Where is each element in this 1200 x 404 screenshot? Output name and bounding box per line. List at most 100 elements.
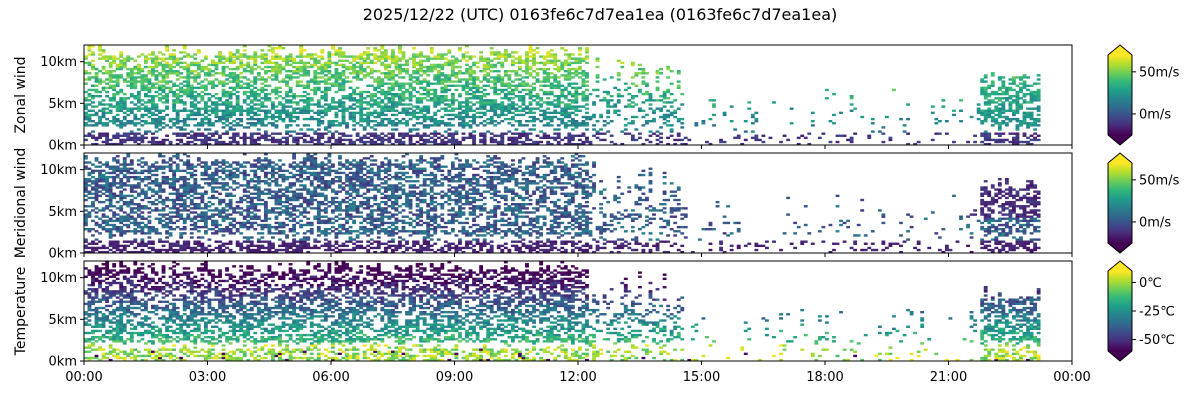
heatmap-cell [84,108,88,110]
heatmap-cell [148,91,152,93]
heatmap-cell [172,188,176,190]
heatmap-cell [585,99,589,101]
heatmap-cell [324,128,328,130]
heatmap-cell [889,137,893,139]
heatmap-cell [733,128,737,130]
heatmap-cell [419,110,423,112]
heatmap-cell [987,116,991,118]
heatmap-cell [1019,78,1023,80]
heatmap-cell [666,116,670,118]
heatmap-cell [994,139,998,141]
heatmap-cell [476,97,480,99]
heatmap-cell [984,74,988,76]
heatmap-cell [278,58,282,60]
heatmap-cell [331,97,335,99]
heatmap-cell [172,58,176,60]
heatmap-cell [123,203,127,205]
heatmap-cell [483,120,487,122]
heatmap-cell [455,85,459,87]
heatmap-cell [179,216,183,218]
heatmap-cell [91,163,95,165]
heatmap-cell [278,70,282,72]
heatmap-cell [109,66,113,68]
heatmap-cell [1026,137,1030,139]
heatmap-cell [130,241,134,243]
heatmap-cell [553,55,557,57]
heatmap-cell [317,128,321,130]
heatmap-cell [260,55,264,57]
heatmap-cell [1023,135,1027,137]
heatmap-cell [299,62,303,64]
heatmap-cell [140,68,144,70]
heatmap-cell [169,168,173,170]
heatmap-cell [109,62,113,64]
heatmap-cell [193,114,197,116]
heatmap-cell [278,112,282,114]
heatmap-cell [165,70,169,72]
heatmap-cell [133,60,137,62]
heatmap-cell [208,68,212,70]
heatmap-cell [208,122,212,124]
heatmap-cell [151,209,155,211]
heatmap-cell [289,95,293,97]
heatmap-cell [95,188,99,190]
heatmap-cell [144,74,148,76]
heatmap-cell [169,55,173,57]
heatmap-cell [98,116,102,118]
heatmap-cell [183,76,187,78]
heatmap-cell [479,80,483,82]
heatmap-cell [246,122,250,124]
heatmap-cell [514,85,518,87]
heatmap-cell [190,93,194,95]
heatmap-cell [987,103,991,105]
heatmap-cell [257,99,261,101]
heatmap-cell [423,55,427,57]
heatmap-cell [289,70,293,72]
heatmap-cell [564,137,568,139]
heatmap-cell [455,72,459,74]
heatmap-cell [84,83,88,85]
heatmap-cell [624,83,628,85]
heatmap-cell [380,62,384,64]
heatmap-cell [525,108,529,110]
heatmap-cell [123,188,127,190]
heatmap-cell [387,133,391,135]
heatmap-cell [525,93,529,95]
heatmap-cell [236,135,240,137]
heatmap-cell [387,105,391,107]
heatmap-cell [151,228,155,230]
heatmap-cell [327,72,331,74]
heatmap-cell [183,51,187,53]
heatmap-cell [296,62,300,64]
heatmap-cell [423,141,427,143]
heatmap-cell [95,159,99,161]
heatmap-cell [557,83,561,85]
heatmap-cell [518,74,522,76]
heatmap-cell [158,141,162,143]
heatmap-cell [200,211,204,213]
heatmap-cell [172,201,176,203]
heatmap-cell [222,62,226,64]
heatmap-cell [391,78,395,80]
heatmap-cell [409,74,413,76]
heatmap-cell [479,60,483,62]
heatmap-cell [546,135,550,137]
heatmap-cell [638,64,642,66]
heatmap-cell [172,124,176,126]
heatmap-cell [257,120,261,122]
heatmap-cell [275,76,279,78]
heatmap-cell [133,207,137,209]
heatmap-cell [486,99,490,101]
heatmap-cell [246,70,250,72]
heatmap-cell [151,112,155,114]
heatmap-cell [490,137,494,139]
heatmap-cell [299,53,303,55]
heatmap-cell [373,101,377,103]
heatmap-cell [465,116,469,118]
heatmap-cell [620,130,624,132]
heatmap-cell [493,124,497,126]
heatmap-cell [116,78,120,80]
heatmap-cell [652,112,656,114]
heatmap-cell [317,72,321,74]
heatmap-cell [236,95,240,97]
